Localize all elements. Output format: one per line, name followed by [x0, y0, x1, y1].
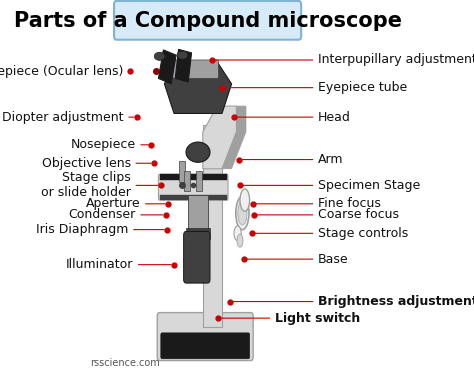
Polygon shape: [203, 106, 237, 169]
Text: Iris Diaphragm: Iris Diaphragm: [36, 223, 128, 236]
Bar: [186, 228, 210, 239]
Polygon shape: [164, 62, 232, 113]
Text: Head: Head: [318, 111, 351, 123]
Polygon shape: [222, 106, 246, 169]
Text: Eyepiece (Ocular lens): Eyepiece (Ocular lens): [0, 65, 124, 78]
FancyBboxPatch shape: [161, 333, 250, 359]
Bar: [183, 170, 190, 191]
Bar: [160, 174, 227, 180]
Text: Illuminator: Illuminator: [66, 258, 133, 271]
Text: Arm: Arm: [318, 153, 344, 166]
Text: Parts of a Compound microscope: Parts of a Compound microscope: [14, 10, 401, 31]
Ellipse shape: [236, 197, 249, 230]
Ellipse shape: [234, 226, 241, 241]
Ellipse shape: [238, 201, 247, 225]
Text: Condenser: Condenser: [68, 209, 136, 222]
Text: Coarse focus: Coarse focus: [318, 209, 399, 222]
FancyBboxPatch shape: [173, 60, 219, 78]
Bar: [158, 50, 176, 84]
Bar: [160, 195, 227, 200]
Text: Eyepiece tube: Eyepiece tube: [318, 81, 407, 94]
Text: Diopter adjustment: Diopter adjustment: [2, 111, 124, 123]
Bar: [196, 170, 201, 191]
Ellipse shape: [237, 234, 243, 247]
Text: Brightness adjustment: Brightness adjustment: [318, 295, 474, 308]
Ellipse shape: [154, 52, 165, 60]
FancyBboxPatch shape: [158, 174, 228, 200]
Bar: [189, 195, 208, 242]
Bar: [179, 162, 185, 182]
Text: Objective lens: Objective lens: [42, 157, 131, 170]
Text: Aperture: Aperture: [86, 197, 140, 210]
Text: Fine focus: Fine focus: [318, 197, 381, 210]
Text: rsscience.com: rsscience.com: [90, 358, 160, 368]
Ellipse shape: [186, 142, 210, 162]
Text: Interpupillary adjustment: Interpupillary adjustment: [318, 53, 474, 66]
Text: Specimen Stage: Specimen Stage: [318, 179, 420, 192]
Text: Base: Base: [318, 253, 348, 266]
FancyBboxPatch shape: [114, 1, 301, 40]
Text: Stage controls: Stage controls: [318, 227, 408, 240]
FancyBboxPatch shape: [183, 232, 210, 283]
Bar: [203, 125, 222, 327]
Bar: [175, 49, 191, 82]
FancyBboxPatch shape: [157, 313, 253, 361]
Ellipse shape: [177, 51, 188, 59]
Ellipse shape: [240, 189, 250, 211]
Text: Stage clips
or slide holder: Stage clips or slide holder: [41, 171, 131, 200]
Text: Nosepiece: Nosepiece: [71, 138, 136, 151]
Text: Light switch: Light switch: [275, 311, 360, 325]
